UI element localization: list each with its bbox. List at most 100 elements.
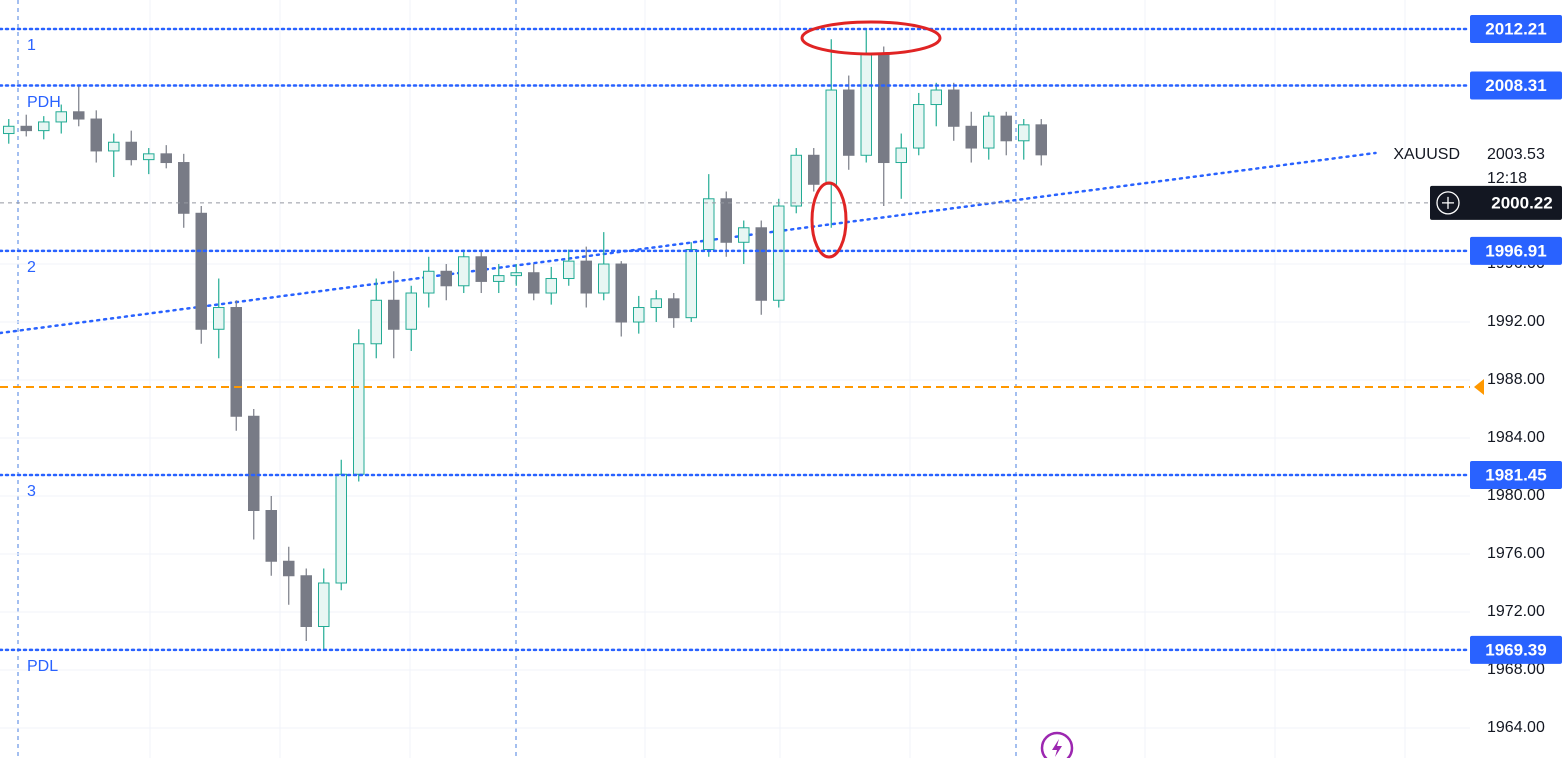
last-price-bg — [1470, 140, 1568, 181]
level-label: PDH — [27, 94, 61, 111]
candle-body — [1000, 115, 1012, 142]
y-tick-label: 1964.00 — [1487, 719, 1545, 736]
candle-body — [248, 415, 260, 512]
countdown-label: 12:18 — [1487, 170, 1527, 187]
candle-body — [370, 299, 382, 345]
candle-body — [703, 198, 715, 251]
candle-body — [720, 198, 732, 243]
y-tick-label: 1992.00 — [1487, 313, 1545, 330]
candle-body — [388, 299, 400, 330]
candle-body — [650, 298, 662, 309]
candle-body — [493, 275, 505, 282]
y-tick-label: 1984.00 — [1487, 429, 1545, 446]
candle-body — [475, 256, 487, 282]
candle-body — [458, 256, 470, 287]
candle-body — [528, 272, 540, 294]
candle-body — [860, 53, 872, 156]
candle-body — [510, 272, 522, 277]
candle-body — [808, 154, 820, 185]
level-label: 2 — [27, 259, 36, 276]
candle-body — [318, 582, 330, 627]
candle-body — [843, 89, 855, 156]
candle-body — [580, 260, 592, 294]
candle-body — [3, 125, 15, 135]
candle-body — [283, 560, 295, 577]
level-price-box — [1470, 460, 1562, 489]
level-price-box — [1470, 635, 1562, 664]
annotations — [800, 20, 942, 259]
level-price-label: 2008.31 — [1485, 76, 1546, 95]
candle-body — [195, 212, 207, 330]
plot: 1 PDH 2 3 PDL — [0, 27, 1472, 675]
level-price-label: 2012.21 — [1485, 19, 1546, 38]
y-tick-label: 1972.00 — [1487, 603, 1545, 620]
candle-body — [20, 125, 32, 132]
y-tick-label: 1968.00 — [1487, 661, 1545, 678]
candle-body — [440, 270, 452, 287]
level-price-box — [1470, 14, 1562, 43]
candle-body — [878, 53, 890, 164]
candle-body — [773, 205, 785, 301]
candle-body — [125, 141, 137, 161]
candle-body — [563, 260, 575, 280]
candle-body — [1035, 124, 1047, 156]
level-price-box — [1470, 71, 1562, 100]
candle-body — [213, 307, 225, 330]
level-label: PDL — [27, 658, 58, 675]
candle-body — [633, 307, 645, 323]
level-price-box — [1470, 236, 1562, 265]
candle-body — [143, 153, 155, 161]
session-breaks — [17, 0, 1017, 758]
highlight-ellipse — [810, 181, 848, 259]
candle-body — [178, 162, 190, 214]
candle-body — [353, 343, 365, 475]
last-price-label: 2003.53 — [1487, 146, 1545, 163]
crosshair-price-label: 2000.22 — [1491, 193, 1552, 212]
alert-marker — [1474, 378, 1484, 395]
plus-icon — [1442, 196, 1454, 209]
candle-body — [90, 118, 102, 152]
candle-body — [790, 154, 802, 207]
candle-body — [265, 510, 277, 562]
candle-body — [335, 473, 347, 584]
candle-body — [668, 298, 680, 319]
candle-body — [230, 307, 242, 417]
candle-body — [160, 153, 172, 164]
crosshair-box — [1430, 185, 1562, 220]
candle-body — [615, 263, 627, 323]
candle-body — [895, 147, 907, 164]
lightning-icon[interactable] — [1040, 731, 1074, 758]
plus-icon — [1436, 191, 1460, 215]
level-price-label: 1981.45 — [1485, 465, 1546, 484]
level-price-label: 1996.91 — [1485, 241, 1546, 260]
vertical-grid — [149, 0, 1406, 758]
level-label: 1 — [27, 37, 36, 54]
candle-body — [423, 270, 435, 294]
symbol-label: XAUUSD — [1393, 146, 1460, 163]
candle-body — [73, 111, 85, 120]
candle-body — [300, 575, 312, 627]
candle-body — [545, 278, 557, 294]
y-tick-label: 1980.00 — [1487, 487, 1545, 504]
icon-bolt — [1052, 739, 1062, 757]
candle-body — [755, 227, 767, 301]
level-label: 3 — [27, 483, 36, 500]
candle-body — [948, 89, 960, 127]
grid — [0, 263, 1470, 729]
candle-body — [38, 121, 50, 132]
trendline — [0, 151, 1377, 335]
y-tick-label: 1976.00 — [1487, 545, 1545, 562]
candle-body — [405, 292, 417, 330]
candle-body — [685, 249, 697, 319]
candle-body — [930, 89, 942, 106]
y-tick-label: 1988.00 — [1487, 371, 1545, 388]
candle-body — [983, 115, 995, 149]
candle-body — [738, 227, 750, 243]
candle-body — [108, 141, 120, 152]
candle-body — [1018, 124, 1030, 142]
candle-body — [598, 263, 610, 294]
candle-body — [965, 125, 977, 149]
highlight-ellipse — [800, 20, 942, 56]
